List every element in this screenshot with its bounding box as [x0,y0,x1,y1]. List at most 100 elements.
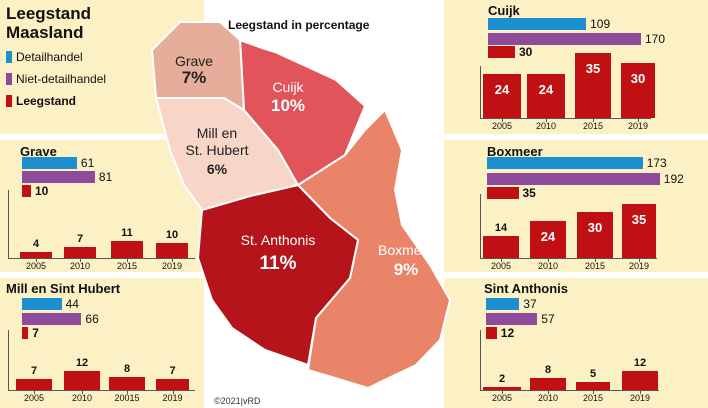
vbar-mill-20015 [109,377,145,390]
year-label-boxmeer-2019: 2019 [628,261,650,271]
vbar-grave-2019 [156,242,188,258]
main-title-line2: Maasland [6,23,84,42]
vbar-mill-2010 [64,370,100,390]
vbar-boxmeer-2019 [622,203,656,258]
year-label-sint-anthonis-2019: 2019 [629,393,651,403]
map-pct-grave: 7% [182,68,207,87]
tick-grave-3 [172,258,173,262]
vbar-boxmeer-2010 [530,220,566,258]
hbar-value-leeg-grave: 10 [35,184,49,198]
chart-title-mill: Mill en Sint Hubert [6,281,121,296]
vbar-label-cuijk-2015: 35 [585,61,601,77]
legend-leegstand: Leegstand [6,94,76,108]
legend-niet-detailhandel: Niet-detailhandel [6,72,106,86]
hbar-value-niet-sint-anthonis: 57 [541,312,555,326]
year-label-mill-2019: 2019 [162,393,183,403]
hbar-value-niet-grave: 81 [98,170,113,184]
hbar-value-detail-mill: 44 [65,297,79,311]
year-label-cuijk-2010: 2010 [535,121,557,131]
vbar-sint-anthonis-2015 [576,382,610,390]
tick-sint-anthonis-0 [502,390,503,394]
tick-boxmeer-3 [639,258,640,262]
vbar-label-sint-anthonis-2010: 8 [544,363,552,376]
tick-boxmeer-0 [501,258,502,262]
hbar-value-detail-boxmeer: 173 [646,156,667,170]
vbar-sint-anthonis-2010 [530,377,566,390]
legend-swatch-leeg [6,95,12,107]
tick-sint-anthonis-1 [548,390,549,394]
tick-mill-0 [34,390,35,394]
tick-mill-2 [127,390,128,394]
main-title-line1: Leegstand [6,4,92,23]
hbar-niet-mill [22,313,82,325]
year-label-sint-anthonis-2010: 2010 [537,393,559,403]
tick-mill-3 [172,390,174,394]
vbar-cuijk-2005 [483,73,521,118]
hbar-detail-cuijk [488,18,587,30]
hbar-value-leeg-boxmeer: 35 [522,186,536,200]
vbar-label-boxmeer-2005: 14 [494,222,508,235]
hbar-leeg-mill [22,327,29,339]
axis-bracket-mill [8,330,195,391]
legend-detailhandel: Detailhandel [6,50,83,64]
year-label-mill-2010: 2010 [71,393,93,403]
chart-title-cuijk: Cuijk [488,3,520,18]
hbar-detail-boxmeer [487,157,643,169]
map-pct-cuijk: 10% [271,96,305,115]
vbar-boxmeer-2005 [483,236,519,258]
tick-sint-anthonis-2 [593,390,594,394]
year-label-grave-2005: 2005 [25,261,47,271]
vbar-label-mill-2019: 7 [169,364,176,377]
legend-leeg-label: Leegstand [16,94,77,108]
vbar-label-cuijk-2010: 24 [538,81,554,97]
tick-cuijk-0 [502,118,503,122]
vbar-label-mill-2005: 7 [30,364,38,377]
hbar-leeg-sint-anthonis [486,327,497,339]
vbar-grave-2005 [20,251,52,258]
main-title: Leegstand Maasland [6,4,91,42]
map-label-mill-1: Mill en [197,125,237,141]
vbar-mill-2019 [156,378,189,390]
year-label-boxmeer-2015: 2015 [584,261,606,271]
tick-mill-1 [82,390,83,394]
axis-bracket-cuijk [480,66,651,119]
year-label-grave-2015: 2015 [116,261,138,271]
tick-cuijk-2 [593,118,594,122]
hbar-value-niet-mill: 66 [85,312,99,326]
year-label-mill-20015: 20015 [114,393,140,403]
tick-cuijk-3 [638,118,639,122]
axis-bracket-boxmeer [480,194,657,259]
tick-grave-2 [127,258,128,262]
year-label-sint-anthonis-2005: 2005 [491,393,513,403]
map-title: Leegstand in percentage [228,18,370,32]
legend-detail-label: Detailhandel [16,50,83,64]
hbar-value-niet-boxmeer: 192 [663,172,684,186]
hbar-value-detail-cuijk: 109 [590,17,611,31]
hbar-detail-mill [22,298,62,310]
legend-swatch-detail [6,51,12,63]
vbar-cuijk-2019 [621,62,655,118]
tick-grave-0 [36,258,37,262]
tick-cuijk-1 [546,118,547,122]
year-label-cuijk-2019: 2019 [627,121,649,131]
year-label-cuijk-2015: 2015 [582,121,604,131]
map-label-boxmeer: Boxmeer [378,242,434,258]
map-label-st-anthonis: St. Anthonis [241,232,316,248]
hbar-niet-grave [22,171,95,183]
hbar-value-leeg-mill: 7 [32,326,39,340]
map-label-grave: Grave [175,53,213,69]
hbar-detail-grave [22,157,77,169]
hbar-detail-sint-anthonis [486,298,520,310]
year-label-boxmeer-2005: 2005 [490,261,512,271]
map-pct-mill: 6% [207,161,228,177]
hbar-niet-cuijk [488,33,641,45]
tick-boxmeer-2 [595,258,596,262]
vbar-label-mill-20015: 8 [123,363,131,376]
year-label-grave-2019: 2019 [161,261,183,271]
chart-title-boxmeer: Boxmeer [487,144,543,159]
vbar-label-mill-2010: 12 [75,356,89,369]
map-pct-st-anthonis: 11% [260,253,297,274]
tick-sint-anthonis-3 [640,390,641,394]
vbar-sint-anthonis-2005 [483,386,521,390]
vbar-label-boxmeer-2019: 35 [631,211,647,227]
